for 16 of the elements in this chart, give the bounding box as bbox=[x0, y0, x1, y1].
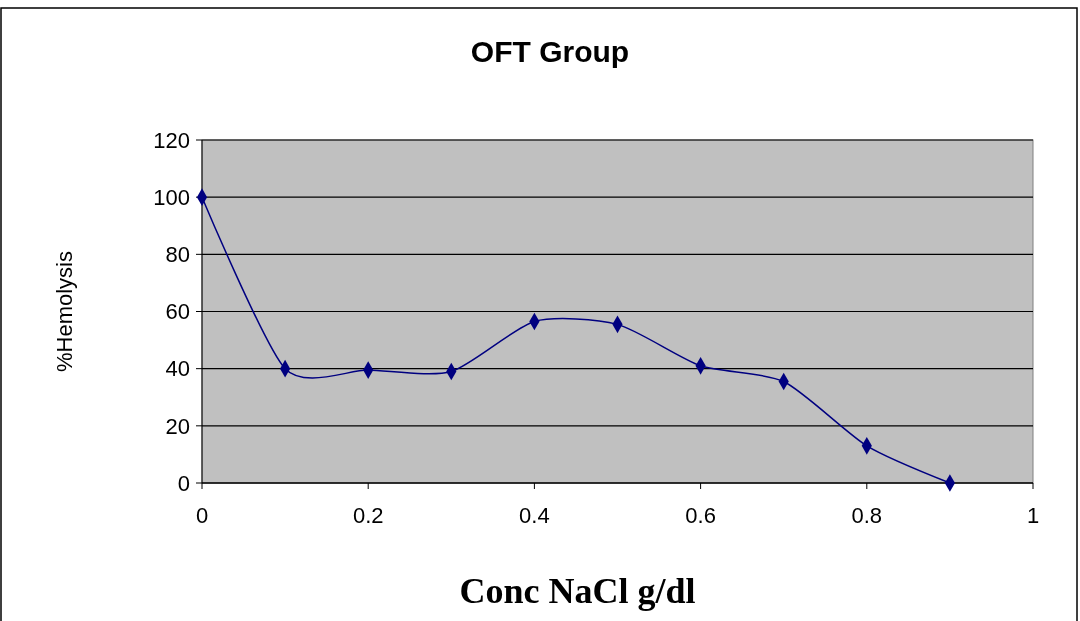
x-tick-label: 0 bbox=[195, 503, 209, 528]
y-tick-label: 40 bbox=[165, 356, 190, 382]
y-tick-label: 0 bbox=[177, 470, 190, 496]
y-tick-label: 100 bbox=[153, 184, 190, 210]
x-tick-label: 0.4 bbox=[519, 503, 550, 528]
x-tick-label: 0.2 bbox=[352, 503, 384, 528]
y-axis-title: %Hemolysis bbox=[52, 250, 77, 373]
chart-title: OFT Group bbox=[470, 35, 630, 68]
y-tick-label: 80 bbox=[165, 242, 190, 268]
x-tick-label: 0.6 bbox=[685, 503, 716, 528]
x-tick-label: 0.8 bbox=[851, 503, 883, 528]
x-tick-label: 1 bbox=[1026, 503, 1040, 528]
x-axis-title: Conc NaCl g/dl bbox=[459, 571, 696, 611]
y-tick-label: 60 bbox=[165, 299, 190, 325]
y-tick-label: 120 bbox=[153, 127, 190, 153]
y-tick-label: 20 bbox=[165, 413, 190, 439]
